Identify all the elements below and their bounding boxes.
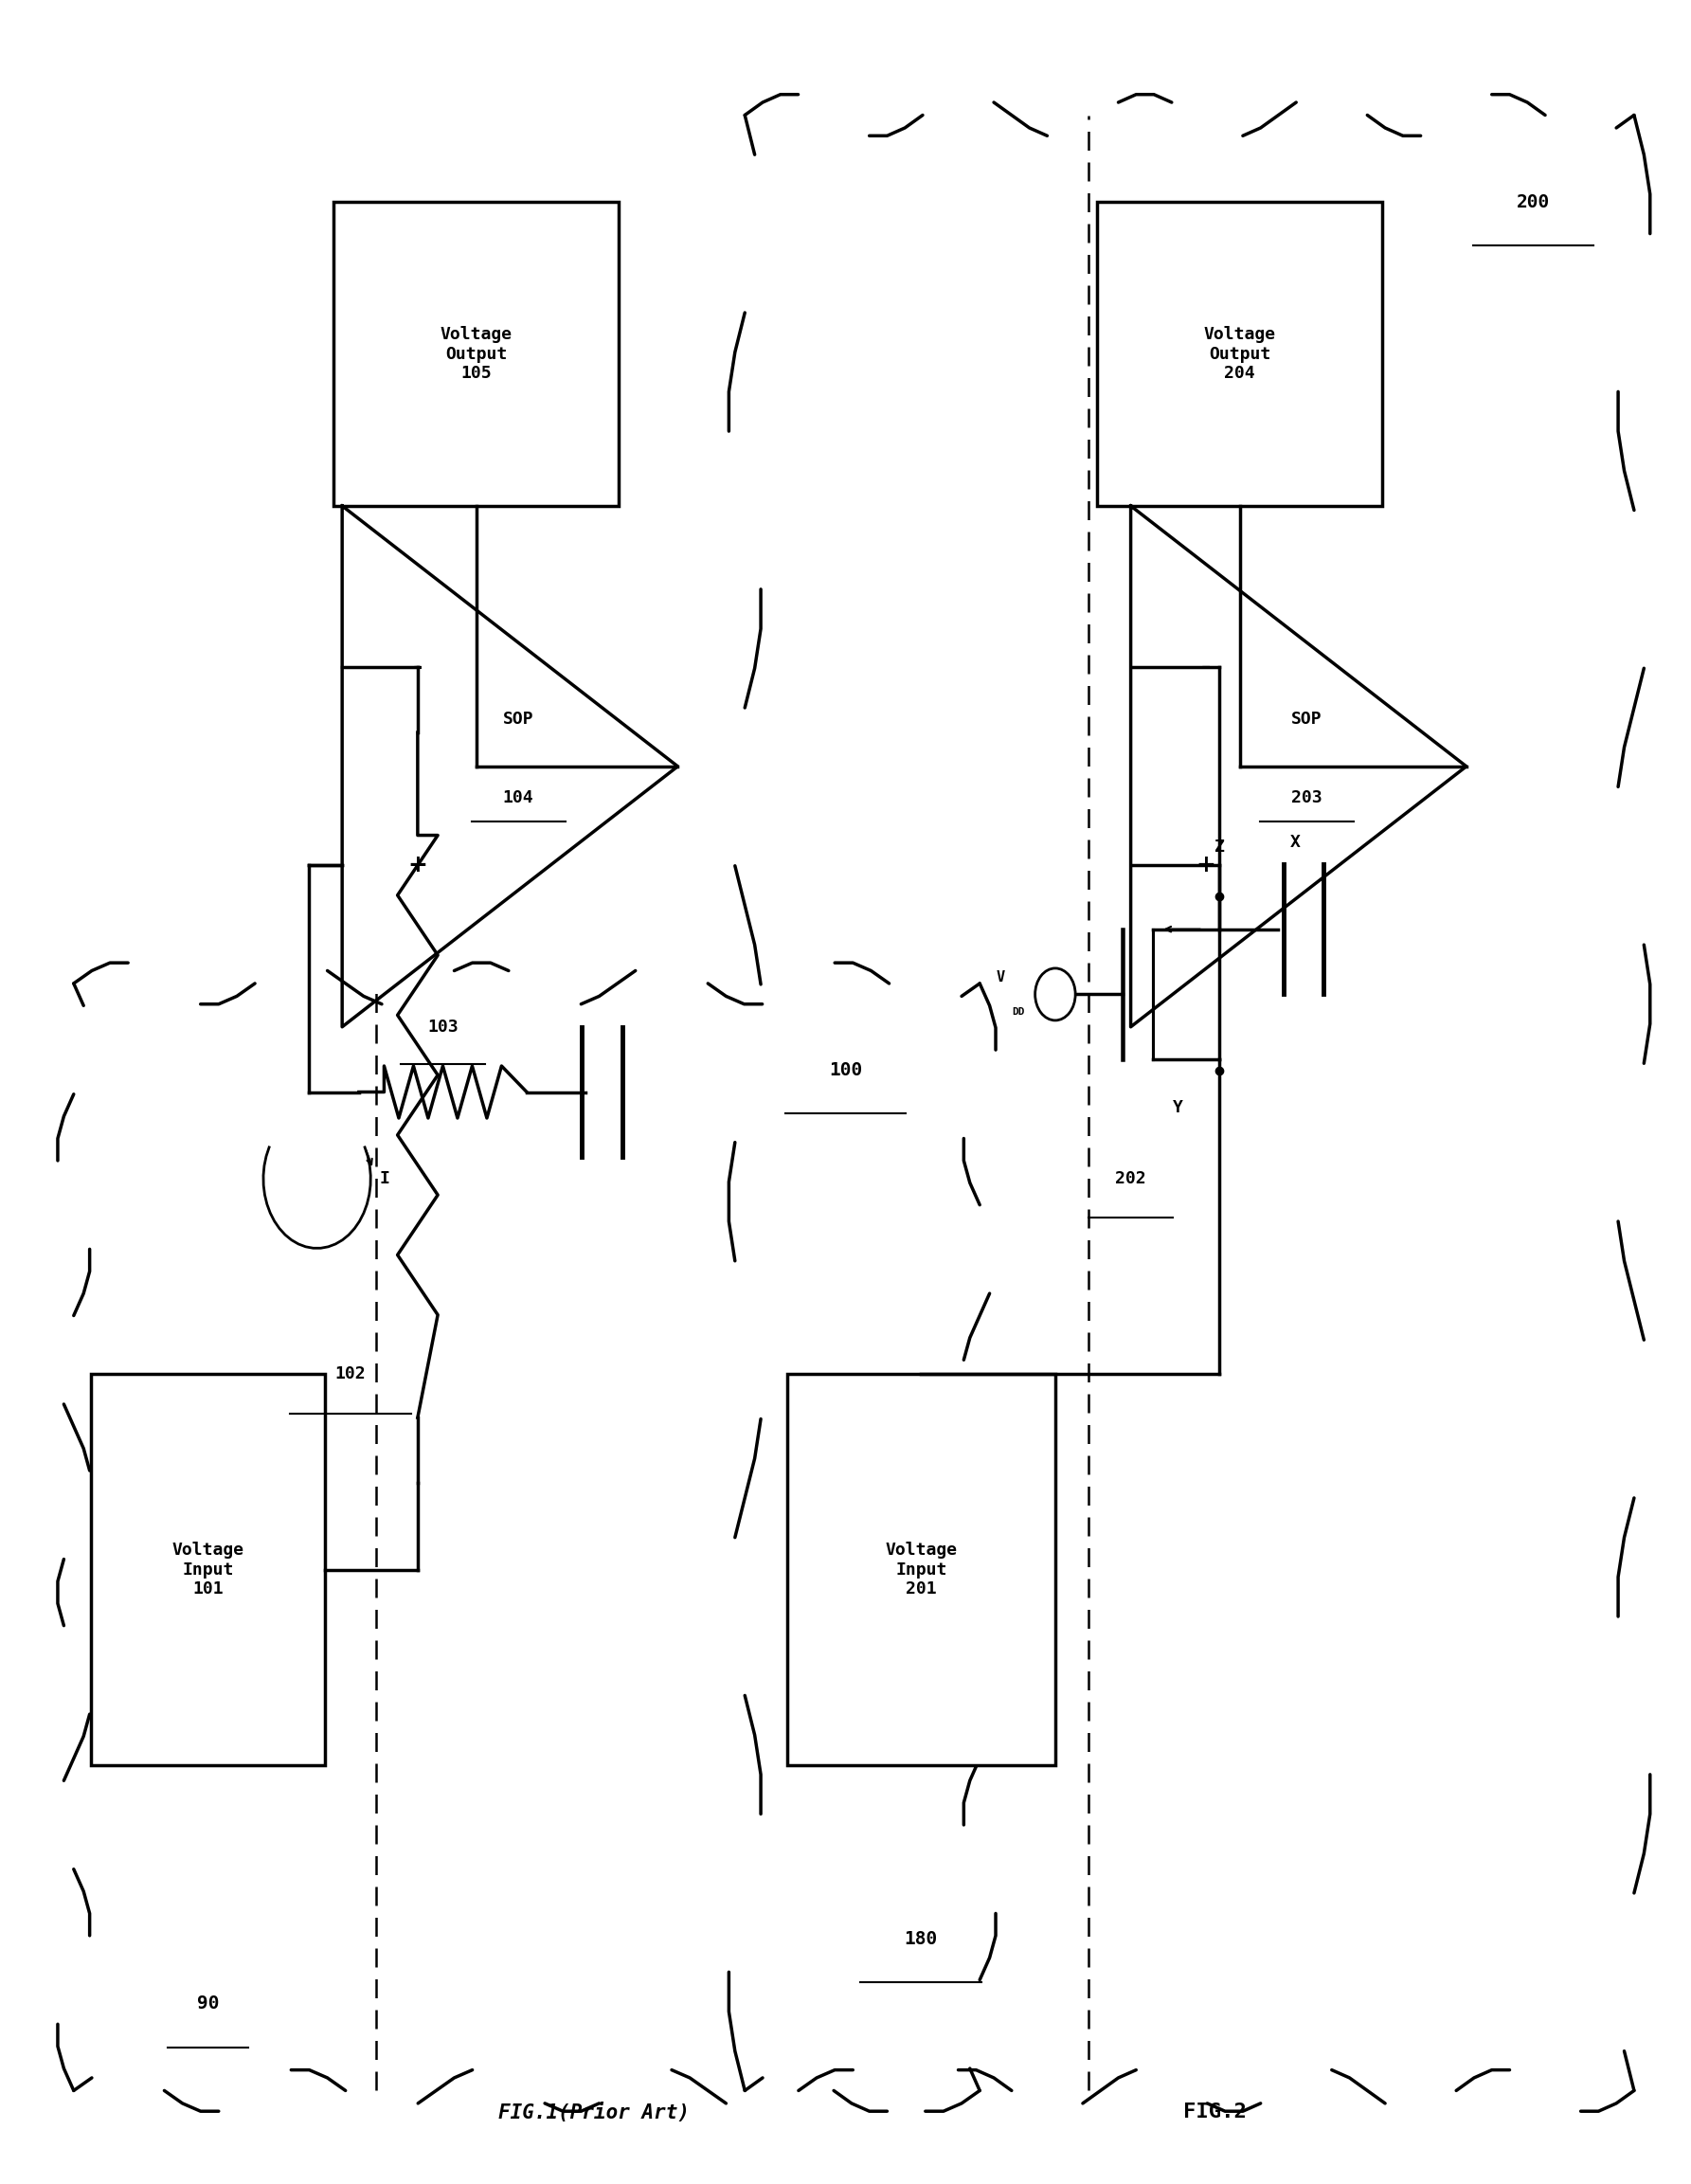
- Text: 103: 103: [428, 1018, 458, 1035]
- Text: -: -: [1201, 655, 1211, 679]
- Circle shape: [1035, 968, 1075, 1020]
- Bar: [91, 1374, 325, 1765]
- Text: 202: 202: [1116, 1171, 1146, 1188]
- Text: I: I: [379, 1171, 389, 1188]
- Bar: [1097, 201, 1383, 507]
- Text: FIG.1(Prior Art): FIG.1(Prior Art): [499, 2103, 690, 2123]
- Text: SOP: SOP: [1292, 712, 1322, 727]
- Text: DD: DD: [1013, 1007, 1025, 1016]
- Text: 180: 180: [905, 1931, 939, 1948]
- Text: Voltage
Output
204: Voltage Output 204: [1204, 325, 1275, 382]
- Text: FIG.2: FIG.2: [1184, 2103, 1246, 2123]
- Text: 90: 90: [196, 1994, 220, 2014]
- Text: 104: 104: [502, 788, 534, 806]
- Text: 203: 203: [1292, 788, 1322, 806]
- Text: Z: Z: [1214, 839, 1224, 856]
- Text: Voltage
Input
101: Voltage Input 101: [172, 1542, 244, 1599]
- Text: SOP: SOP: [502, 712, 534, 727]
- Bar: [786, 1374, 1055, 1765]
- Text: Voltage
Input
201: Voltage Input 201: [884, 1542, 957, 1599]
- Text: 200: 200: [1517, 192, 1551, 212]
- Bar: [333, 201, 619, 507]
- Text: V: V: [996, 970, 1004, 985]
- Text: X: X: [1290, 834, 1300, 852]
- Text: 102: 102: [335, 1365, 365, 1382]
- Text: Y: Y: [1172, 1099, 1184, 1116]
- Text: -: -: [413, 655, 423, 679]
- Text: 100: 100: [829, 1061, 862, 1079]
- Text: +: +: [1196, 854, 1216, 876]
- Text: +: +: [408, 854, 428, 876]
- Text: Voltage
Output
105: Voltage Output 105: [440, 325, 512, 382]
